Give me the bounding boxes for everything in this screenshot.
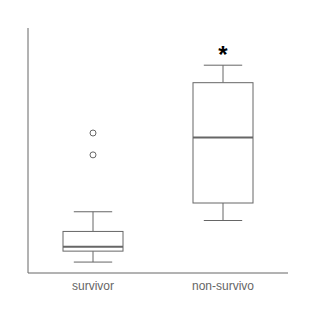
svg-text:non-survivo: non-survivo: [192, 279, 254, 293]
svg-text:survivor: survivor: [72, 279, 114, 293]
svg-text:*: *: [218, 41, 228, 68]
